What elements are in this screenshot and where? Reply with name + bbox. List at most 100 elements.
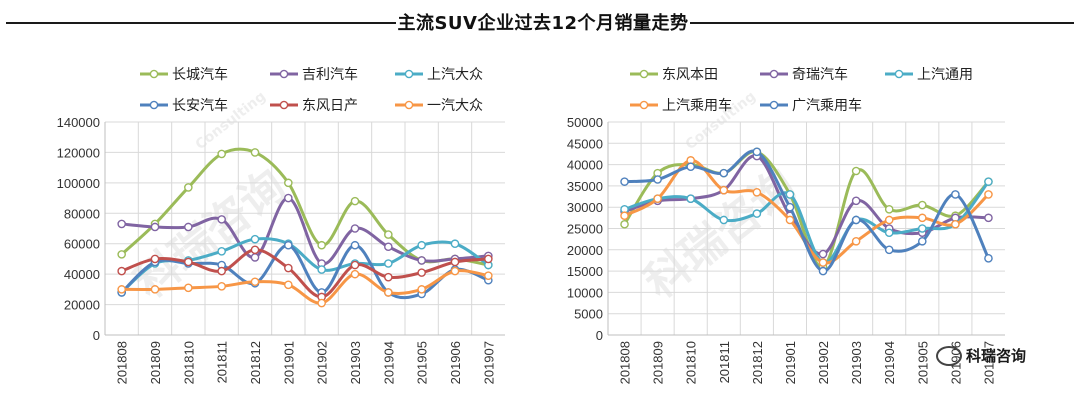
data-point [785, 215, 795, 225]
y-tick-label: 15000 [567, 264, 603, 279]
data-point [217, 247, 226, 256]
legend-marker [639, 69, 649, 79]
y-tick-label: 60000 [64, 237, 100, 252]
x-tick-label: 201903 [348, 341, 363, 384]
data-point [851, 196, 861, 206]
data-point [350, 269, 360, 279]
legend-label: 长安汽车 [172, 97, 228, 114]
data-point [184, 183, 193, 192]
data-point [484, 271, 493, 280]
data-point [184, 257, 193, 267]
y-tick-label: 140000 [57, 115, 100, 130]
legend-marker [639, 100, 649, 110]
legend-label: 东风日产 [302, 98, 358, 114]
data-point [851, 215, 861, 225]
x-tick-label: 201809 [651, 341, 666, 384]
data-point [317, 240, 326, 250]
data-point [620, 219, 629, 229]
y-tick-label: 40000 [64, 267, 100, 282]
legend-label: 上汽通用 [917, 67, 973, 83]
legend-marker [149, 100, 159, 110]
y-tick-label: 45000 [567, 136, 603, 151]
y-tick-label: 35000 [567, 179, 603, 194]
legend-label: 东风本田 [662, 67, 718, 83]
x-tick-label: 201812 [248, 341, 263, 384]
data-point [686, 162, 696, 172]
x-tick-label: 201905 [415, 341, 430, 384]
data-point [284, 240, 293, 250]
x-tick-label: 201904 [381, 341, 396, 384]
data-point [350, 260, 360, 270]
data-point [117, 250, 126, 259]
wechat-watermark-label: 科瑞咨询 [966, 347, 1027, 365]
x-tick-label: 201902 [816, 341, 831, 384]
data-point [884, 215, 894, 225]
data-point [217, 149, 226, 159]
data-point [150, 254, 160, 264]
legend-label: 一汽大众 [427, 98, 483, 114]
data-point [951, 219, 960, 229]
legend-marker [769, 100, 779, 110]
data-point [284, 193, 293, 203]
data-point [184, 283, 193, 293]
x-tick-label: 201907 [481, 341, 496, 384]
data-point [417, 268, 426, 277]
data-point [384, 230, 393, 239]
wechat-watermark: 科瑞咨询 [936, 345, 1026, 366]
data-point [250, 277, 260, 287]
data-point [384, 242, 393, 252]
y-tick-label: 40000 [567, 158, 603, 173]
data-point [984, 177, 993, 186]
legend-label: 上汽乘用车 [662, 97, 732, 114]
y-tick-label: 10000 [567, 285, 603, 300]
data-point [719, 215, 729, 225]
legend-label: 奇瑞汽车 [792, 66, 848, 83]
data-point [150, 285, 160, 294]
data-point [686, 194, 696, 203]
data-point [217, 282, 226, 291]
data-point [117, 285, 126, 294]
data-point [984, 213, 993, 223]
y-tick-label: 20000 [567, 243, 603, 258]
data-point [250, 245, 260, 255]
x-tick-label: 201906 [448, 341, 463, 384]
data-point [350, 196, 360, 206]
legend-label: 吉利汽车 [302, 66, 358, 83]
legend-marker [894, 69, 904, 79]
legend-marker [149, 69, 159, 79]
data-point [851, 236, 861, 246]
data-point [851, 166, 861, 176]
x-tick-label: 201902 [315, 341, 330, 384]
data-point [719, 185, 729, 195]
wechat-icon [936, 345, 962, 366]
y-tick-label: 120000 [57, 145, 100, 160]
data-point [917, 200, 927, 210]
data-point [150, 222, 160, 232]
data-point [417, 256, 426, 265]
x-tick-label: 201901 [783, 341, 798, 384]
data-point [653, 175, 662, 184]
data-point [620, 177, 629, 186]
data-point [384, 288, 393, 297]
y-tick-label: 100000 [57, 176, 100, 191]
legend-marker [404, 69, 414, 79]
legend-marker [404, 100, 414, 110]
data-point [117, 266, 126, 276]
x-tick-label: 201904 [882, 341, 897, 384]
legend-marker [769, 69, 779, 79]
legend-label: 上汽大众 [427, 67, 483, 83]
data-point [417, 240, 426, 250]
data-point [917, 224, 927, 233]
data-point [250, 148, 260, 157]
data-point [184, 222, 193, 232]
data-point [884, 205, 894, 214]
y-tick-label: 80000 [64, 206, 100, 221]
x-tick-label: 201810 [684, 341, 699, 384]
data-point [450, 257, 460, 267]
title-rule-left [6, 22, 396, 24]
data-point [752, 209, 762, 218]
data-point [620, 211, 629, 221]
data-point [217, 215, 226, 224]
